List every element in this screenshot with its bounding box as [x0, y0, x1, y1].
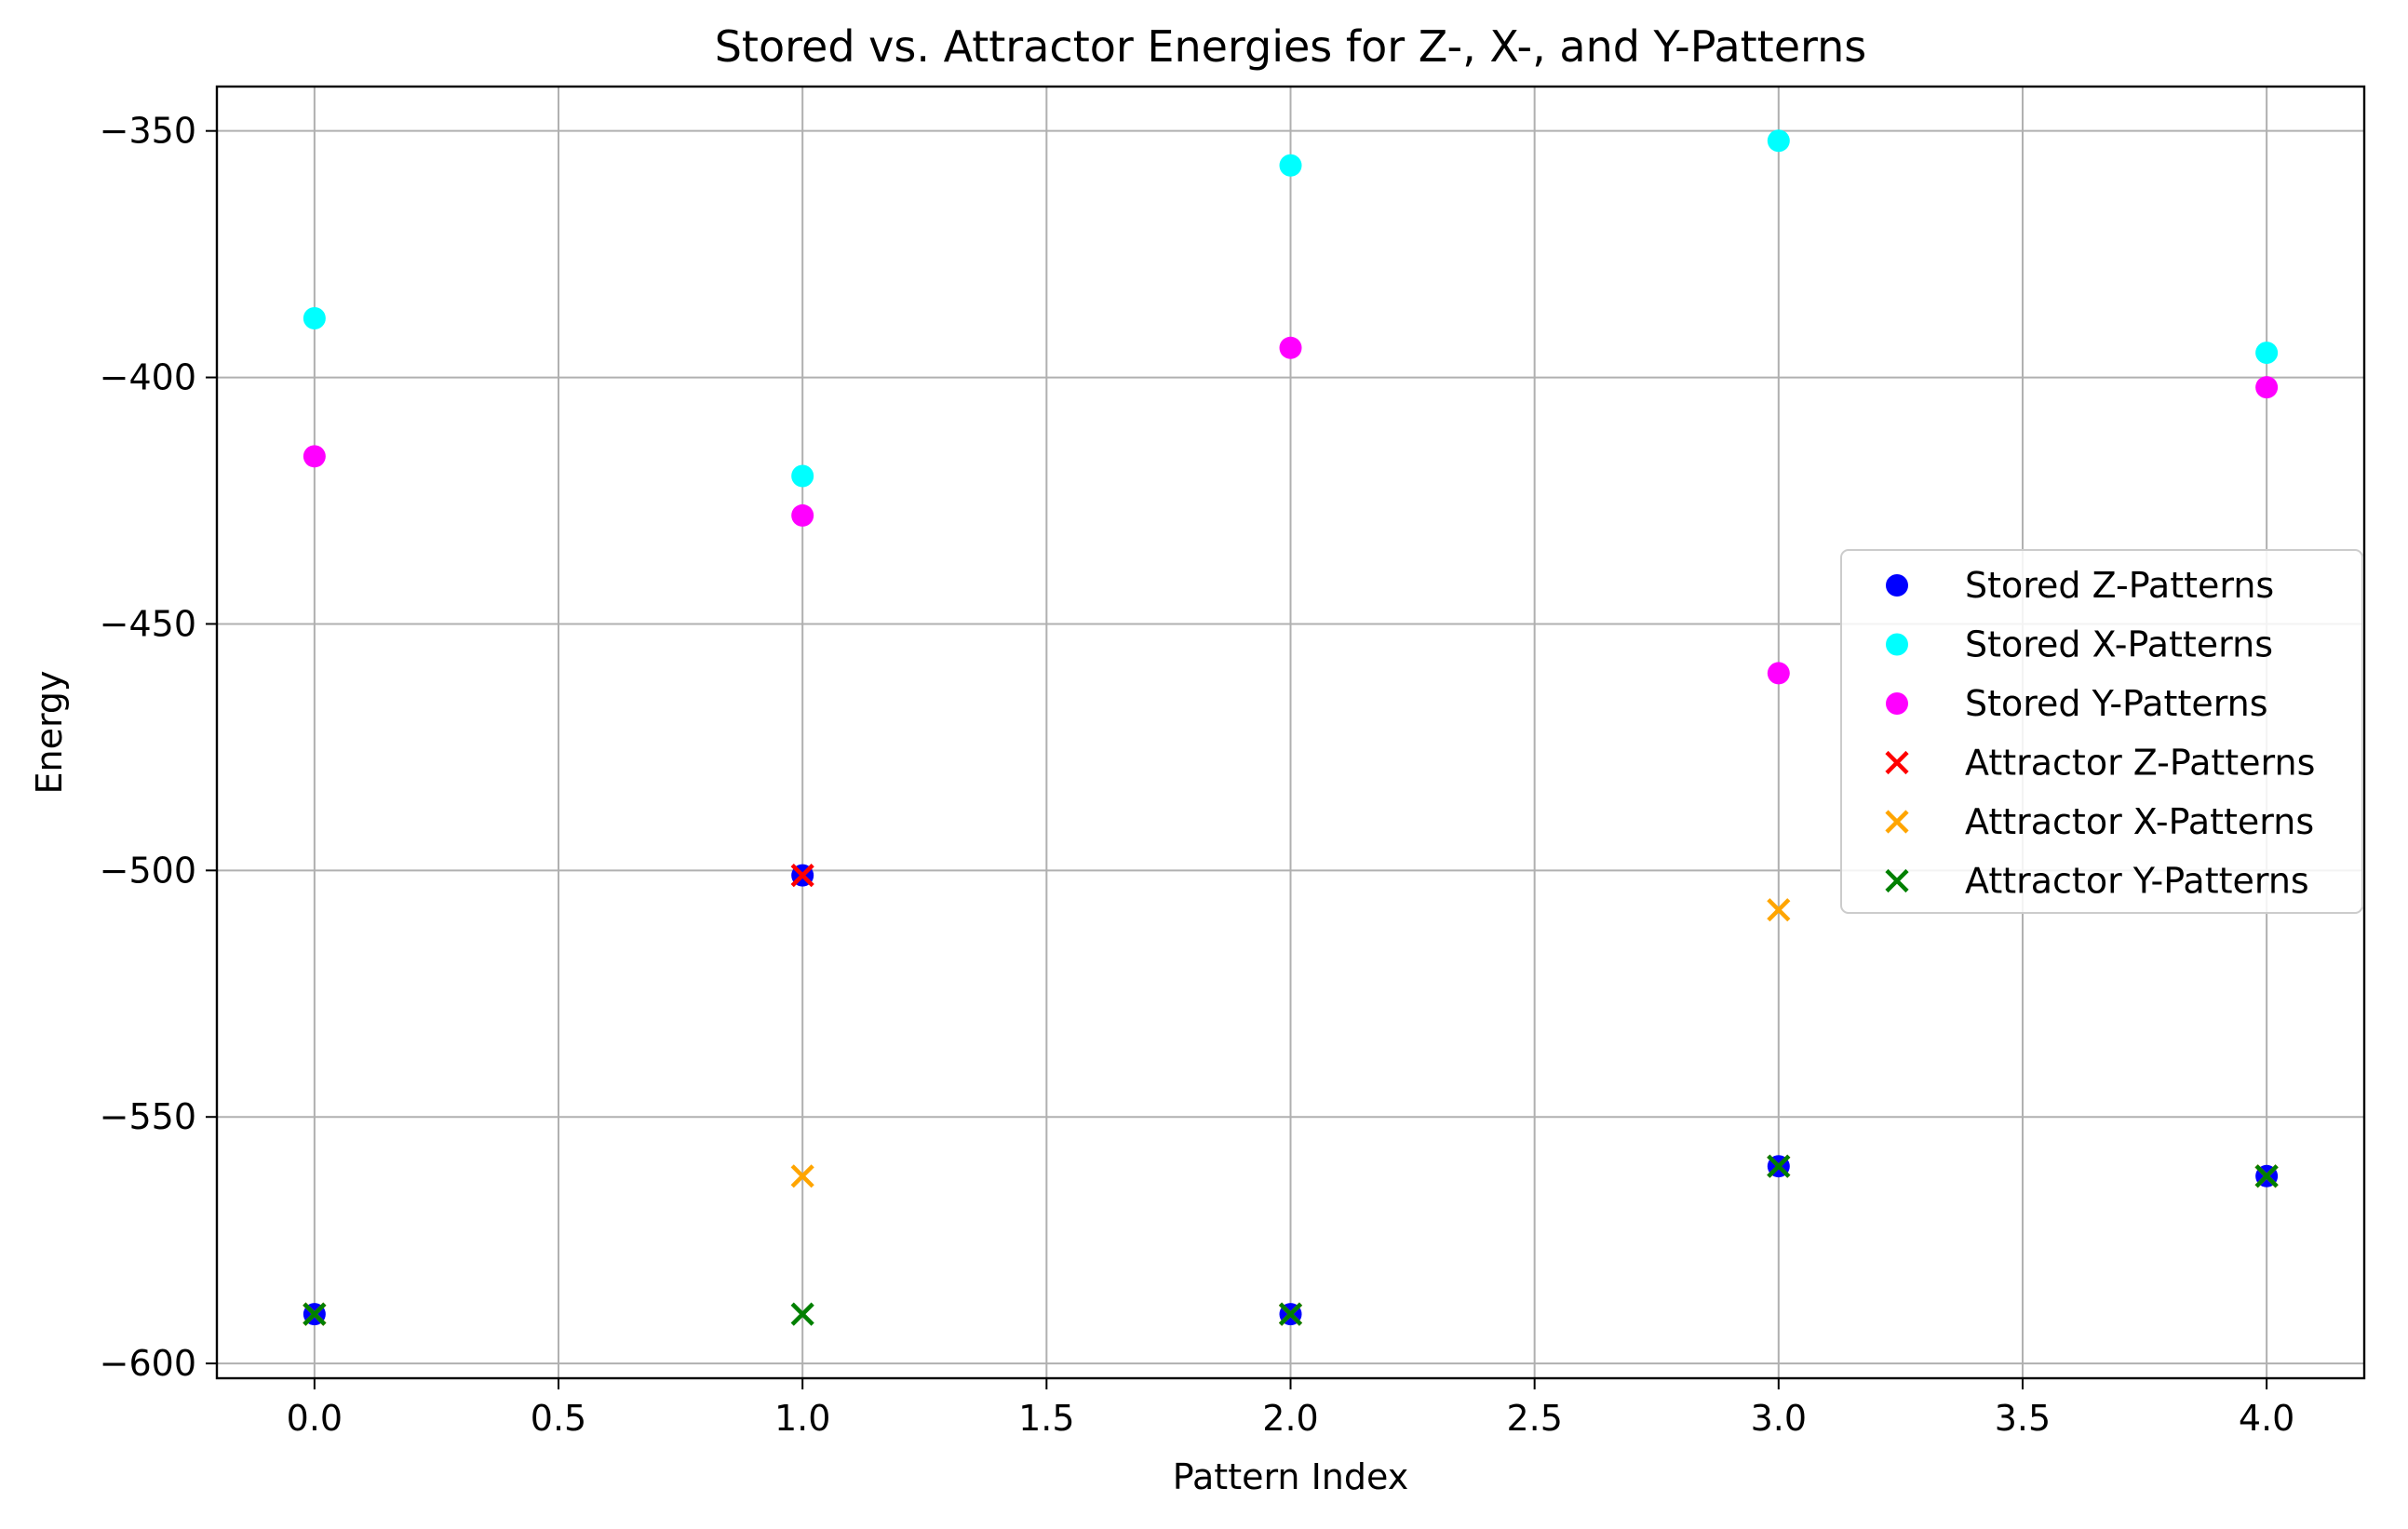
data-point [1767, 662, 1790, 685]
legend-label: Stored X-Patterns [1965, 624, 2273, 665]
grid [217, 87, 2364, 1378]
legend-entry: Stored X-Patterns [1886, 624, 2273, 665]
data-point [1767, 898, 1791, 922]
data-point [1279, 154, 1302, 177]
y-tick-label: −600 [100, 1343, 196, 1384]
data-point [790, 864, 814, 888]
chart-title: Stored vs. Attractor Energies for Z-, X-… [715, 21, 1867, 72]
x-tick-label: 2.5 [1506, 1398, 1562, 1439]
legend-label: Stored Y-Patterns [1965, 683, 2268, 724]
y-tick-label: −550 [100, 1096, 196, 1137]
series-stored-y-patterns [303, 336, 2279, 685]
legend-box [1840, 549, 2363, 914]
y-tick-label: −500 [100, 850, 196, 891]
x-tick-label: 1.0 [774, 1398, 830, 1439]
data-point [790, 1302, 814, 1326]
x-marker-stroke [1767, 898, 1791, 922]
data-point [1279, 336, 1302, 359]
x-tick-label: 4.0 [2239, 1398, 2294, 1439]
y-tick-label: −400 [100, 357, 196, 398]
data-point [1767, 1154, 1791, 1178]
legend-label: Attractor Y-Patterns [1965, 861, 2309, 902]
legend-marker [1886, 574, 1908, 597]
y-axis-label: Energy [29, 670, 70, 794]
data-point [1767, 129, 1790, 153]
legend-entry: Attractor X-Patterns [1885, 801, 2314, 842]
legend: Stored Z-Patterns Stored X-Patterns Stored… [1840, 549, 2363, 914]
x-tick-label: 0.5 [531, 1398, 586, 1439]
data-point [790, 1164, 814, 1188]
legend-label: Attractor X-Patterns [1965, 801, 2314, 842]
series-attractor-y-patterns [303, 1154, 2279, 1326]
data-point [303, 445, 326, 468]
y-tick-label: −450 [100, 603, 196, 644]
x-marker-stroke [1278, 1302, 1303, 1326]
x-marker-stroke [2254, 1164, 2279, 1188]
data-point [303, 306, 326, 329]
data-point [2255, 376, 2279, 399]
data-point [1278, 1302, 1303, 1326]
data-point [303, 1302, 327, 1326]
legend-marker [1885, 868, 1909, 893]
legend-entry: Attractor Y-Patterns [1885, 861, 2309, 902]
legend-marker [1885, 750, 1909, 775]
legend-marker [1885, 810, 1909, 834]
data-point [2255, 342, 2279, 365]
legend-label: Attractor Z-Patterns [1965, 743, 2315, 784]
axis-ticks: 0.0 0.5 1.0 1.5 2.0 2.5 3.0 3.5 4.0 −350 −400 −450 −… [100, 111, 2295, 1439]
data-point [791, 503, 814, 527]
x-marker-stroke [790, 1302, 814, 1326]
x-tick-label: 2.0 [1262, 1398, 1318, 1439]
x-marker-stroke [1885, 750, 1909, 775]
legend-label: Stored Z-Patterns [1965, 565, 2274, 606]
x-marker-stroke [303, 1302, 327, 1326]
x-axis-label: Pattern Index [1173, 1456, 1408, 1497]
x-marker-stroke [1767, 1154, 1791, 1178]
legend-entry: Attractor Z-Patterns [1885, 743, 2315, 784]
x-marker-stroke [790, 864, 814, 888]
y-tick-label: −350 [100, 111, 196, 152]
plot-marks [303, 129, 2279, 1326]
x-tick-label: 3.0 [1751, 1398, 1807, 1439]
x-tick-label: 0.0 [287, 1398, 343, 1439]
x-marker-stroke [790, 1164, 814, 1188]
x-tick-label: 1.5 [1018, 1398, 1074, 1439]
legend-entry: Stored Y-Patterns [1886, 683, 2268, 724]
data-point [791, 464, 814, 488]
series-stored-x-patterns [303, 129, 2279, 488]
legend-marker [1886, 692, 1908, 715]
data-point [2254, 1164, 2279, 1188]
x-marker-stroke [1885, 868, 1909, 893]
x-marker-stroke [1885, 810, 1909, 834]
legend-marker [1886, 633, 1908, 656]
x-tick-label: 3.5 [1995, 1398, 2051, 1439]
legend-entry: Stored Z-Patterns [1886, 565, 2274, 606]
